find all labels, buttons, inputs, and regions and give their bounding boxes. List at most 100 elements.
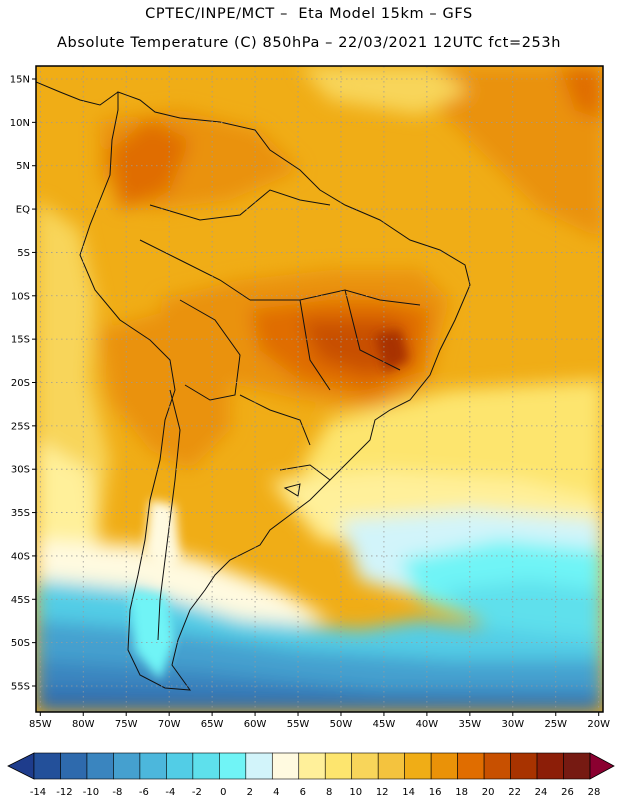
borders-uruguay: [279, 464, 331, 481]
lon-tick-label: 80W: [72, 719, 95, 730]
legend-swatch: [139, 752, 167, 780]
legend-swatch: [33, 752, 61, 780]
lat-tick-label: 50S: [11, 638, 30, 649]
legend-swatch: [351, 752, 379, 780]
lat-tick-label: EQ: [16, 205, 30, 216]
lon-tick-label: 70W: [158, 719, 181, 730]
lagoa: [283, 483, 301, 497]
lon-tick-label: 60W: [244, 719, 267, 730]
legend-swatch: [245, 752, 273, 780]
legend-swatch: [404, 752, 432, 780]
color-legend: -14 -12 -10 -8 -6 -4 -2 0 2 4 6 8 10 12 14 16 18 20 22 24 26…: [7, 752, 615, 798]
legend-label: 24: [535, 787, 548, 798]
lon-tick-label: 45W: [373, 719, 396, 730]
field-ne-hot: [560, 66, 603, 120]
legend-underflow-arrow: [7, 752, 35, 780]
field-pacific-pale: [36, 440, 100, 560]
legend-label: -2: [192, 787, 202, 798]
lat-tick-label: 20S: [11, 378, 30, 389]
lat-tick-label: 25S: [11, 421, 30, 432]
lat-tick-label: 45S: [11, 595, 30, 606]
legend-swatch: [219, 752, 247, 780]
legend-swatch: [324, 752, 353, 780]
legend-swatch: [483, 752, 511, 780]
legend-label: 6: [300, 787, 306, 798]
field-south-central: [100, 310, 230, 470]
lat-tick-label: 30S: [11, 465, 30, 476]
lon-tick-label: 25W: [544, 719, 567, 730]
lat-tick-label: 55S: [11, 681, 30, 692]
legend-swatch: [113, 752, 141, 780]
longitude-axis: 85W 80W 75W 70W 65W 60W 55W 50W 45W 40W 35W 30W 25W 2…: [29, 712, 610, 730]
legend-label: 4: [273, 787, 279, 798]
borders-brazil-states: [250, 289, 421, 391]
latitude-axis: 15N 10N 5N EQ 5S 10S 15S 20S 25S 30S 35S 40S 45S 50S 5…: [10, 75, 36, 692]
lat-tick-label: 15N: [10, 75, 30, 86]
legend-swatch: [377, 752, 405, 780]
lon-tick-label: 35W: [459, 719, 482, 730]
field-south-pale: [36, 540, 330, 630]
legend-label: 0: [220, 787, 226, 798]
field-pacific-yellow: [36, 200, 110, 520]
legend-overflow-arrow: [589, 752, 615, 780]
legend-swatch: [60, 752, 88, 780]
legend-label: -6: [139, 787, 149, 798]
borders-bolivia: [179, 299, 241, 401]
legend-swatch: [192, 752, 220, 780]
legend-label: 26: [561, 787, 574, 798]
lon-tick-label: 85W: [29, 719, 52, 730]
continent-outline: [79, 91, 471, 691]
field-andes-north: [110, 120, 190, 210]
map-frame: [35, 65, 604, 713]
legend-swatch: [298, 752, 326, 780]
legend-label: 2: [247, 787, 253, 798]
field-ne-orange: [440, 66, 603, 240]
lat-tick-label: 5N: [16, 161, 30, 172]
field-south-deepest: [36, 690, 603, 712]
legend-swatch: [510, 752, 538, 780]
lon-tick-label: 40W: [416, 719, 439, 730]
borders-peru-brazil: [139, 239, 251, 301]
field-top-yellow: [300, 66, 470, 115]
legend-label: 12: [376, 787, 389, 798]
field-andes-pale: [145, 500, 180, 580]
legend-label: -12: [56, 787, 72, 798]
lon-tick-label: 55W: [287, 719, 310, 730]
borders-argentina-chile: [157, 389, 181, 641]
legend-label: 10: [349, 787, 362, 798]
legend-label: 18: [455, 787, 468, 798]
lon-tick-label: 75W: [115, 719, 138, 730]
legend-label: -10: [83, 787, 99, 798]
legend-label: 28: [588, 787, 601, 798]
legend-label: 20: [482, 787, 495, 798]
chart-title-line2: Absolute Temperature (C) 850hPa – 22/03/…: [57, 35, 561, 51]
legend-label: -8: [112, 787, 122, 798]
legend-swatch: [271, 752, 300, 780]
legend-swatch: [430, 752, 458, 780]
legend-swatch: [86, 752, 114, 780]
legend-label: -4: [165, 787, 175, 798]
lat-tick-label: 10N: [10, 118, 30, 129]
lon-tick-label: 50W: [330, 719, 353, 730]
map-outlines: [36, 81, 471, 691]
lat-tick-label: 10S: [11, 291, 30, 302]
lon-tick-label: 30W: [501, 719, 524, 730]
legend-swatch: [563, 752, 591, 780]
legend-swatch: [166, 752, 194, 780]
lat-tick-label: 5S: [17, 248, 30, 259]
legend-label: 16: [429, 787, 442, 798]
lat-tick-label: 40S: [11, 551, 30, 562]
temperature-field: [36, 66, 603, 712]
lat-tick-label: 15S: [11, 335, 30, 346]
lon-tick-label: 65W: [201, 719, 224, 730]
field-patagonia-cyan: [130, 590, 175, 680]
legend-label: -14: [30, 787, 46, 798]
lon-tick-label: 20W: [587, 719, 610, 730]
legend-label: 8: [326, 787, 332, 798]
legend-label: 14: [402, 787, 415, 798]
chart-title-line1: CPTEC/INPE/MCT – Eta Model 15km – GFS: [145, 6, 473, 22]
legend-swatch: [536, 752, 564, 780]
legend-label: 22: [508, 787, 521, 798]
lat-tick-label: 35S: [11, 508, 30, 519]
